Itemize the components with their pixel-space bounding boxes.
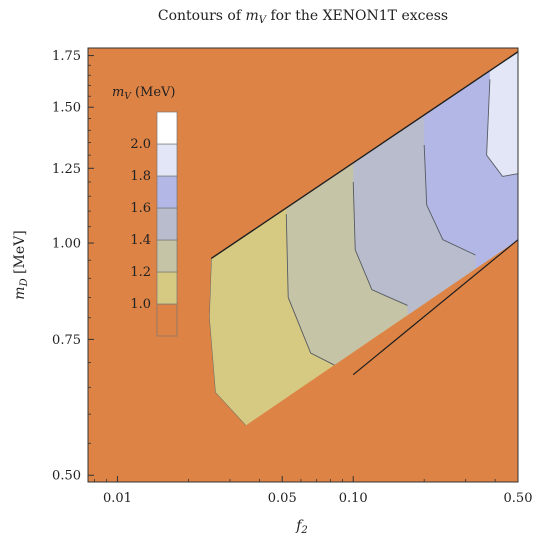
y-tick-label: 1.50 [52, 101, 81, 116]
plot-area [88, 48, 519, 482]
contour-line-1-4 [352, 181, 408, 306]
legend: mV (MeV) 1.0 1.2 1.4 1.6 1.8 2.0 [112, 85, 178, 337]
x-axis-label: f2 [295, 518, 308, 536]
contour-line-1-2 [285, 214, 354, 376]
contour-fill-1-8 [486, 51, 518, 426]
upper-boundary-line [210, 51, 519, 260]
legend-label: 1.2 [130, 265, 151, 280]
legend-swatch [156, 175, 178, 209]
y-tick-label: 0.75 [52, 333, 81, 348]
legend-swatch [156, 271, 178, 305]
x-tick-label: 0.50 [504, 491, 533, 506]
legend-swatch [156, 111, 178, 145]
y-tick-label: 1.75 [52, 49, 81, 64]
x-tick-label: 0.10 [339, 491, 368, 506]
contour-line-1-6 [423, 144, 476, 256]
chart-title: Contours of mV for the XENON1T excess [158, 8, 448, 26]
contour-line-1-8 [486, 79, 518, 177]
y-axis: 0.50 0.75 1.00 1.25 1.50 1.75 [52, 49, 94, 484]
legend-label: 1.8 [130, 169, 151, 184]
chart-title-text: Contours of mV for the XENON1T excess [158, 8, 448, 26]
x-tick-label: 0.05 [268, 491, 297, 506]
legend-label: 1.0 [130, 297, 151, 312]
axes-frame [87, 47, 519, 483]
legend-label: 1.4 [130, 233, 151, 248]
x-tick-label: 0.01 [103, 491, 132, 506]
y-tick-label: 0.50 [52, 469, 81, 484]
lower-boundary-line [352, 239, 519, 376]
legend-swatch [156, 143, 178, 177]
axis-labels: f2 mD [MeV] [12, 230, 308, 536]
legend-swatch [156, 239, 178, 273]
legend-label: 1.6 [130, 201, 151, 216]
legend-swatch [156, 207, 178, 241]
y-tick-label: 1.25 [52, 162, 81, 177]
plot-frame [87, 47, 519, 483]
legend-swatch [156, 303, 178, 337]
y-axis-label: mD [MeV] [12, 230, 30, 299]
y-tick-label: 1.00 [52, 237, 81, 252]
legend-title: mV (MeV) [112, 85, 176, 102]
x-axis: 0.01 0.05 0.10 0.50 [94, 476, 533, 506]
legend-label: 2.0 [130, 137, 151, 152]
